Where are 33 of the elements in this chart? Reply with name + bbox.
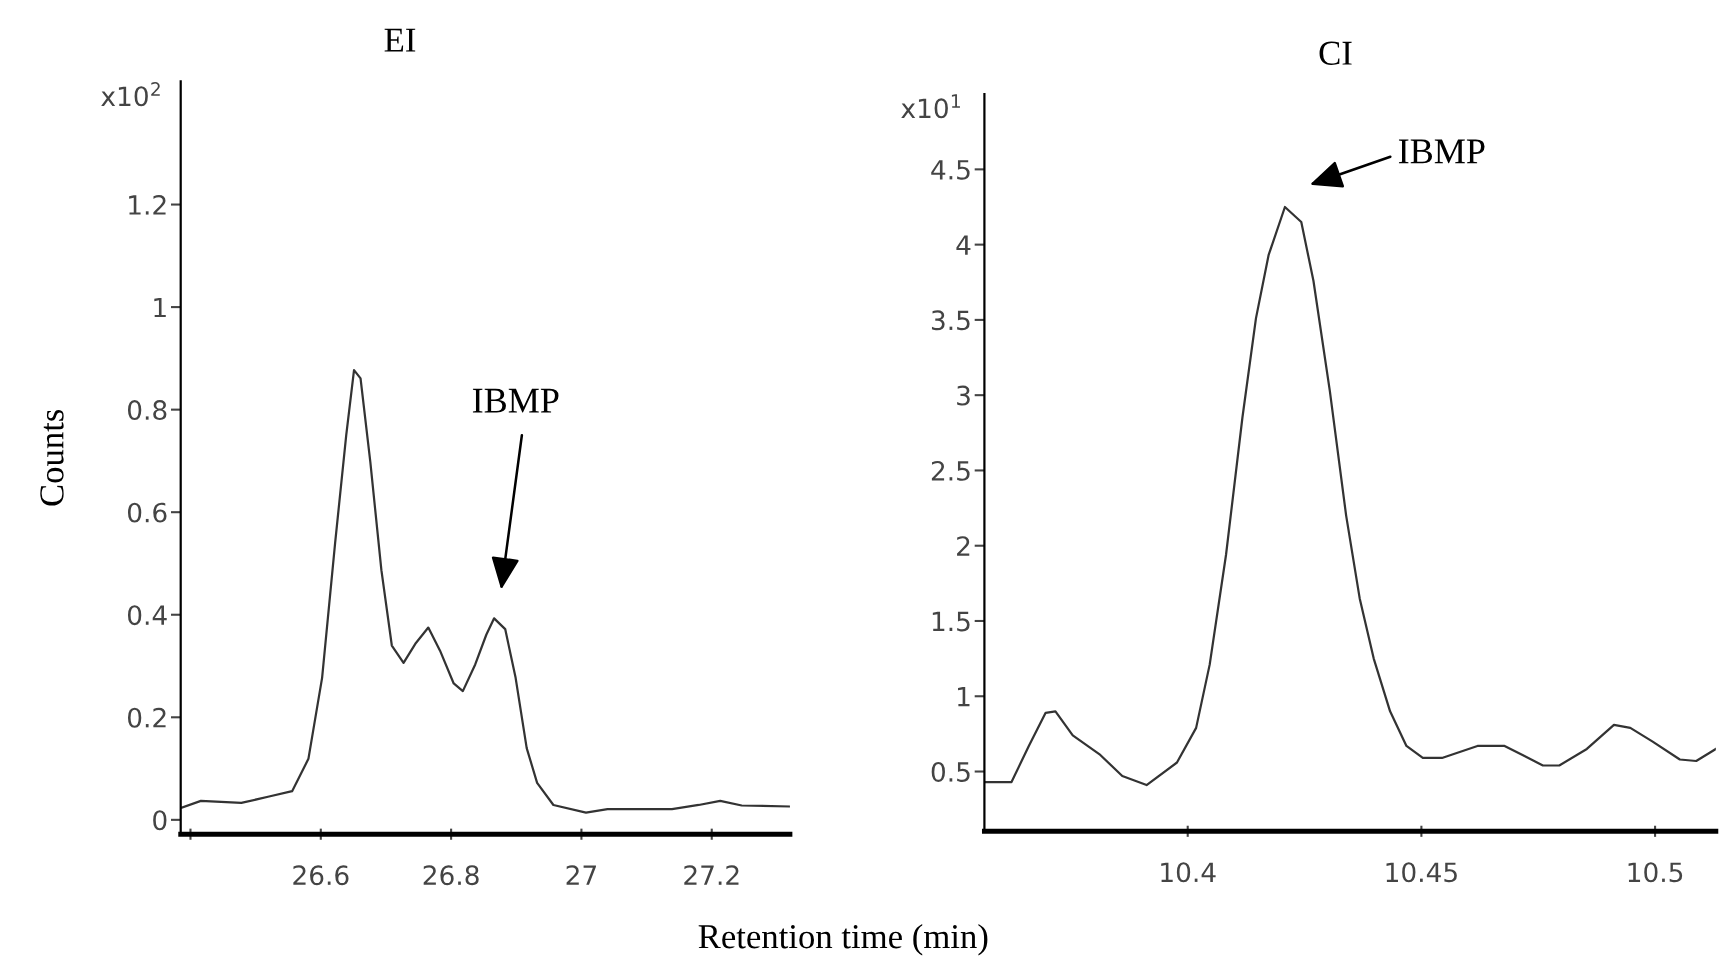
y-tick-label: 1.2	[129, 194, 166, 215]
y-tick-label: 2	[957, 536, 970, 556]
y-tick-label: 3	[957, 385, 970, 406]
y-tick-label: 1.5	[932, 611, 970, 632]
text: x10$^{2}$	[101, 82, 160, 107]
line-series	[180, 369, 790, 814]
y-tick-label: 0.5	[931, 761, 970, 782]
x-tick-label: 27.2	[684, 865, 739, 885]
annotation: IBMP	[472, 388, 559, 413]
y-axis-title: Counts	[40, 409, 64, 506]
x-axis-title: Retention time (min)	[698, 923, 988, 956]
annotation: IBMP	[1398, 139, 1485, 164]
x-tick-label: 10.4	[1161, 862, 1216, 883]
y-tick-label: 0.4	[127, 605, 167, 626]
y-tick-label: 4.5	[931, 160, 970, 180]
x-tick-label: 27	[566, 865, 596, 885]
x-tick-label: 26.6	[293, 865, 349, 886]
line-series	[984, 205, 1716, 787]
y-tick-label: 1	[154, 297, 166, 318]
y-tick-label: 3.5	[931, 310, 970, 331]
x-tick-label: 10.5	[1628, 862, 1683, 883]
y-tick-label: 0	[153, 810, 167, 831]
y-tick-label: 0.2	[127, 707, 166, 728]
x-tick-label: 26.8	[423, 865, 479, 886]
y-tick-label: 0.8	[127, 400, 167, 421]
text: x10$^{1}$	[901, 94, 960, 119]
chart-title: EI	[384, 28, 416, 52]
x-tick-label: 10.45	[1386, 862, 1457, 883]
y-tick-label: 1	[958, 687, 970, 707]
chart-title: CI	[1319, 41, 1352, 65]
y-tick-label: 2.5	[931, 460, 970, 481]
y-tick-label: 0.6	[127, 502, 167, 523]
y-tick-label: 4	[956, 235, 971, 255]
